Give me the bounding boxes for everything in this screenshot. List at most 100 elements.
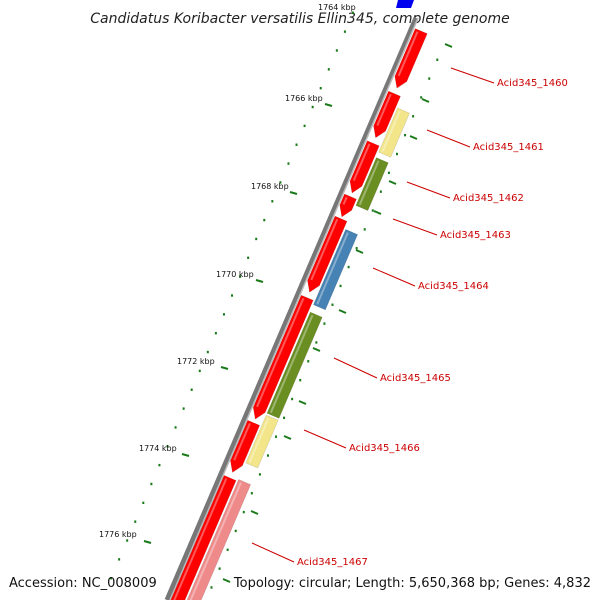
minor-tick <box>134 520 137 523</box>
inner-tick <box>347 265 350 269</box>
kbp-label: 1772 kbp <box>177 357 215 366</box>
gene-arrow-shine <box>352 143 371 182</box>
minor-tick <box>126 539 129 542</box>
inner-tick <box>379 190 382 193</box>
kbp-label: 1776 kbp <box>99 530 137 539</box>
gene-block <box>245 414 279 469</box>
feature-tick <box>421 98 430 103</box>
inner-tick <box>420 96 423 99</box>
inner-tick <box>395 152 398 156</box>
inner-tick <box>275 435 278 438</box>
accession-text: Accession: NC_008009 <box>9 576 157 591</box>
label-leader-line <box>333 357 378 379</box>
inner-tick <box>218 567 221 570</box>
gene-label[interactable]: Acid345_1461 <box>473 142 544 153</box>
gene-block <box>266 311 323 419</box>
kbp-label: 1764 kbp <box>318 3 356 12</box>
gene-label[interactable]: Acid345_1466 <box>349 443 420 454</box>
minor-tick <box>150 482 153 486</box>
top-marker <box>396 0 414 8</box>
minor-tick <box>110 577 113 580</box>
major-tick <box>289 191 298 195</box>
gene-arrow <box>170 475 237 600</box>
inner-tick <box>266 454 269 457</box>
gene-arrow-shine <box>256 297 305 408</box>
inner-tick <box>387 171 390 175</box>
gene-block-shine <box>358 160 380 206</box>
inner-tick <box>404 133 407 137</box>
gene-label[interactable]: Acid345_1463 <box>440 230 511 241</box>
kbp-label: 1770 kbp <box>216 270 254 279</box>
gene-label[interactable]: Acid345_1467 <box>297 557 368 568</box>
minor-tick <box>206 350 209 354</box>
inner-tick <box>339 284 342 288</box>
gene-labels: Acid345_1460 Acid345_1461 Acid345_1462 A… <box>297 78 568 568</box>
feature-tick <box>444 43 453 48</box>
inner-tick <box>307 360 310 363</box>
minor-tick <box>118 558 121 561</box>
minor-tick <box>343 30 346 33</box>
major-tick <box>324 103 333 107</box>
label-leaders <box>251 67 495 563</box>
gene-arrow-shine <box>397 31 419 77</box>
gene-label[interactable]: Acid345_1464 <box>418 281 489 292</box>
kbp-label: 1774 kbp <box>139 444 177 453</box>
gene-label[interactable]: Acid345_1462 <box>453 193 524 204</box>
gene-block-shine <box>189 482 242 600</box>
feature-tick <box>338 309 347 314</box>
inner-tick <box>412 115 415 118</box>
minor-tick <box>319 86 322 90</box>
inner-tick <box>250 492 253 495</box>
feature-tick <box>312 347 321 352</box>
inner-tick <box>436 58 439 61</box>
gene-arrow-shine <box>376 93 392 126</box>
genome-summary-text: Topology: circular; Length: 5,650,368 bp… <box>233 576 591 591</box>
inner-tick <box>258 473 261 476</box>
minor-tick <box>198 369 201 373</box>
minor-tick <box>303 124 306 128</box>
feature-tick <box>388 180 397 185</box>
inner-tick <box>283 416 286 420</box>
feature-tick <box>250 510 259 515</box>
gene-arrow <box>373 90 401 139</box>
gene-label[interactable]: Acid345_1465 <box>380 373 451 384</box>
minor-tick <box>327 68 330 71</box>
label-leader-line <box>406 181 451 199</box>
minor-tick <box>182 407 185 410</box>
gene-block <box>313 228 359 311</box>
gene-block-shine <box>269 314 314 414</box>
minor-tick <box>263 218 266 222</box>
minor-tick <box>174 426 177 429</box>
feature-tick <box>355 249 364 254</box>
minor-tick <box>287 162 290 165</box>
minor-tick <box>335 49 338 52</box>
inner-tick <box>291 397 294 401</box>
gene-arrow-shine <box>342 196 348 205</box>
minor-tick <box>231 294 234 297</box>
label-leader-line <box>450 67 495 84</box>
gene-arrow-shine <box>310 218 339 281</box>
kbp-label: 1766 kbp <box>285 94 323 103</box>
gene-arrow-shine <box>173 478 228 600</box>
inner-tick <box>323 322 326 325</box>
gene-arrow <box>252 294 314 420</box>
kbp-scale: 1764 kbp 1766 kbp 1768 kbp 1770 kbp 1772… <box>99 3 356 539</box>
minor-tick <box>222 313 225 316</box>
minor-tick <box>142 501 145 505</box>
genome-title: Candidatus Koribacter versatilis Ellin34… <box>90 11 509 27</box>
kbp-label: 1768 kbp <box>251 182 289 191</box>
feature-tick <box>298 400 307 405</box>
gene-arrow <box>230 419 261 473</box>
inner-tick <box>363 228 366 231</box>
inner-tick <box>428 77 431 80</box>
inner-tick <box>226 548 229 551</box>
gene-block-shine <box>381 110 401 152</box>
major-tick <box>255 279 264 283</box>
gene-label[interactable]: Acid345_1460 <box>497 78 568 89</box>
gene-block-shine <box>316 232 349 305</box>
gene-block <box>186 479 252 600</box>
minor-tick <box>279 181 282 184</box>
minor-tick <box>214 331 217 335</box>
minor-tick <box>271 200 274 203</box>
